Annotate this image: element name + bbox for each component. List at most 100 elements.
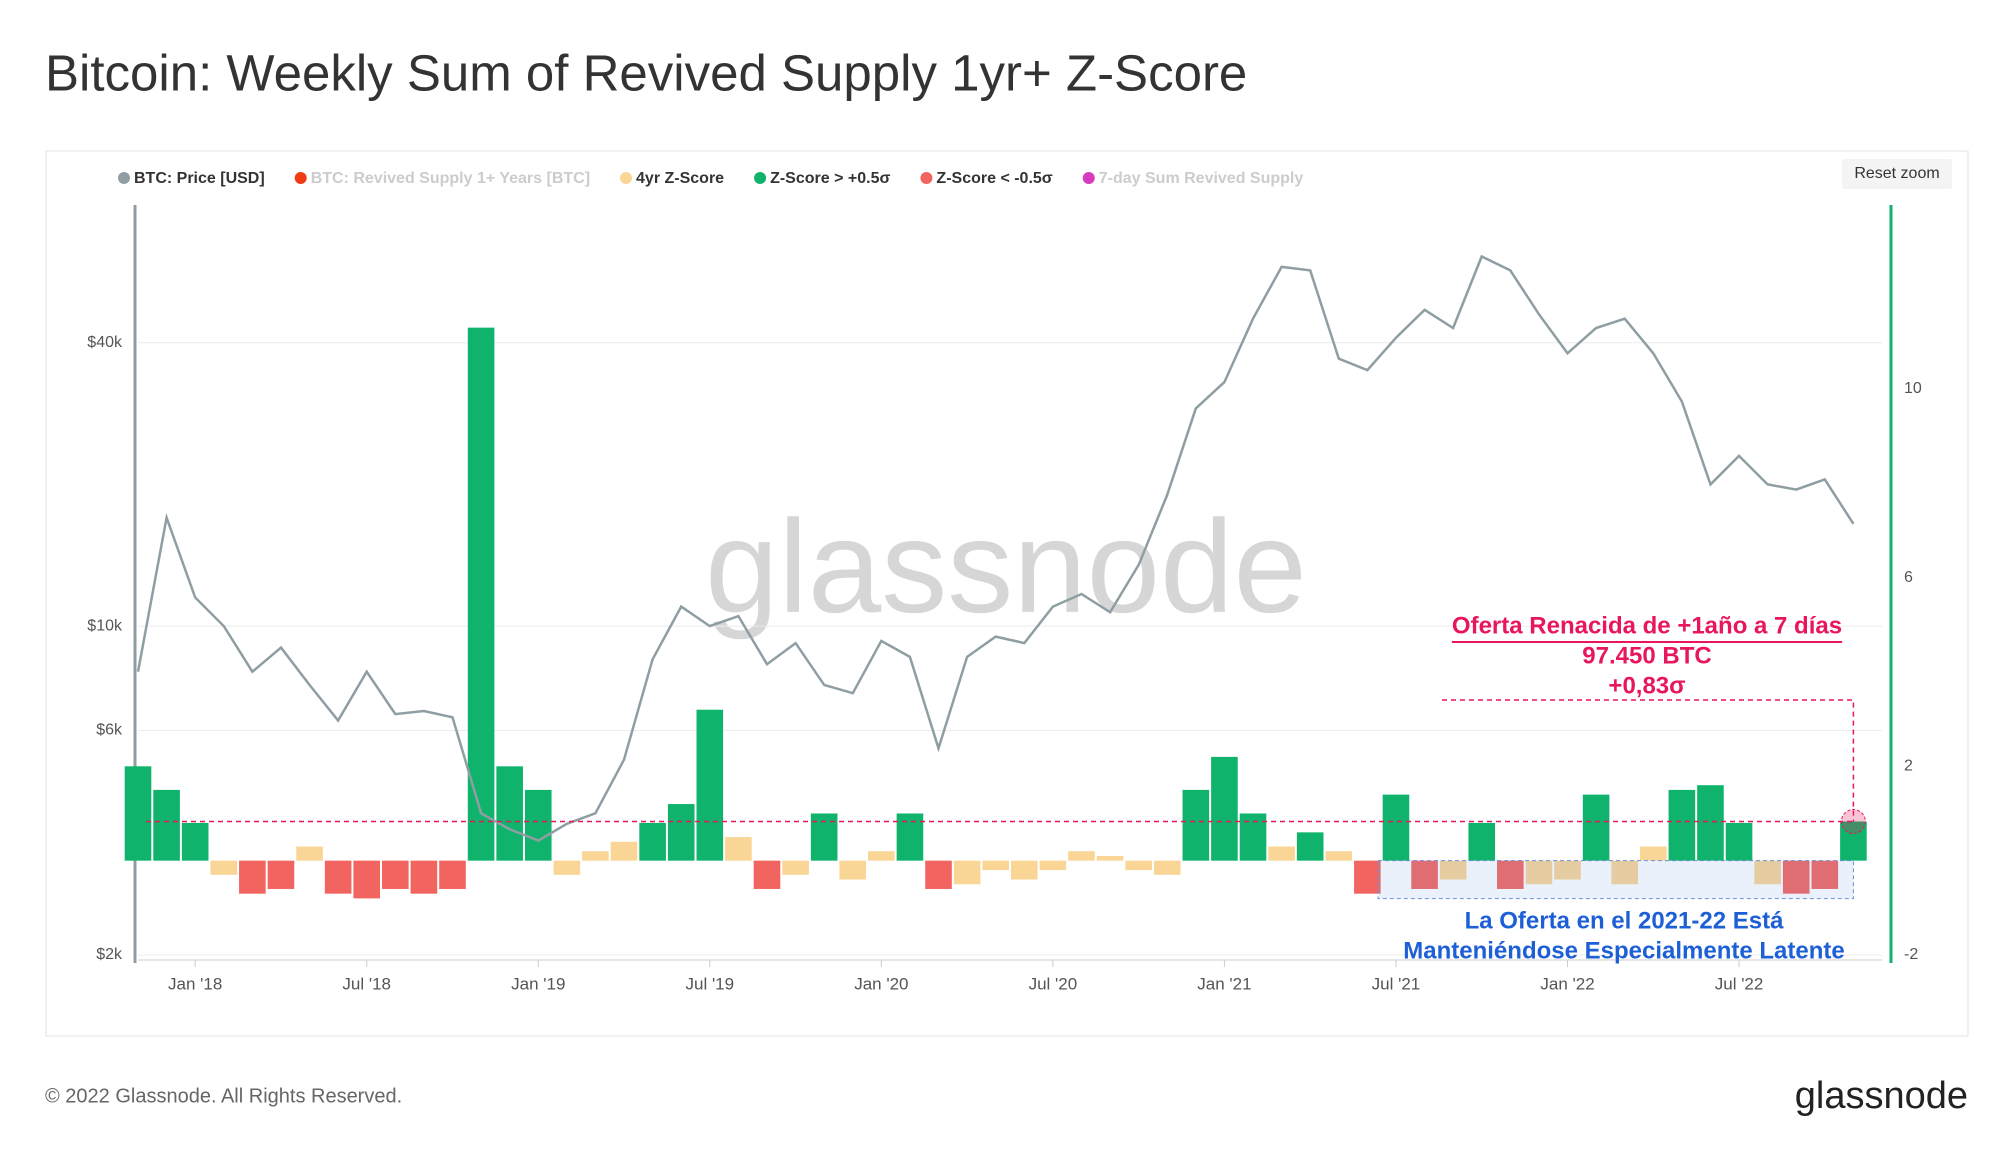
zscore-bar (1840, 821, 1867, 861)
zscore-bar (1782, 860, 1810, 894)
legend-item[interactable]: 7-day Sum Revived Supply (1082, 170, 1304, 187)
annotation-pink: Oferta Renacida de +1año a 7 días (1452, 612, 1842, 639)
legend-label: 4yr Z-Score (636, 170, 724, 187)
legend-dot (294, 172, 307, 184)
zscore-bar (896, 813, 924, 861)
zscore-bar (1354, 860, 1381, 894)
zscore-bar (1096, 855, 1124, 861)
zscore-bar (1325, 851, 1353, 861)
y-tick-label: $40k (87, 334, 123, 351)
zscore-bar (1811, 860, 1839, 889)
y2-tick-label: 6 (1904, 569, 1913, 586)
zscore-bar (1554, 860, 1581, 880)
x-tick-label: Jul '20 (1029, 974, 1078, 993)
annotation-pink: +0,83σ (1608, 672, 1685, 699)
zscore-bar (1411, 860, 1438, 889)
zscore-bar (1668, 789, 1696, 861)
y2-tick-label: 10 (1904, 380, 1922, 397)
zscore-bar (782, 860, 809, 875)
zscore-bar (1068, 851, 1095, 861)
zscore-bar (296, 846, 323, 861)
x-tick-label: Jul '18 (342, 974, 391, 993)
legend-dot (620, 172, 633, 184)
legend-dot (920, 172, 933, 184)
reset-zoom[interactable]: Reset zoom (1842, 159, 1952, 189)
x-tick-label: Jul '19 (685, 974, 734, 993)
annotation-pink: 97.450 BTC (1582, 642, 1711, 669)
zscore-bar (982, 860, 1009, 871)
zscore-bar (639, 822, 666, 861)
chart-title: Bitcoin: Weekly Sum of Revived Supply 1y… (45, 44, 1247, 101)
zscore-bar (181, 822, 209, 861)
chart-frame (45, 150, 1969, 1037)
legend-item[interactable]: Z-Score > +0.5σ (754, 170, 890, 187)
legend-label: 7-day Sum Revived Supply (1099, 170, 1304, 187)
y-tick-label: $2k (96, 946, 123, 963)
zscore-bar (1125, 860, 1152, 871)
zscore-bar (696, 709, 724, 861)
legend-item[interactable]: Z-Score < -0.5σ (920, 170, 1053, 187)
reset-zoom-label[interactable]: Reset zoom (1854, 165, 1939, 182)
zscore-bar (124, 766, 152, 861)
zscore-bar (582, 851, 609, 861)
legend-label: BTC: Price [USD] (134, 170, 265, 187)
legend-item[interactable]: BTC: Price [USD] (118, 170, 265, 187)
zscore-bar (410, 860, 438, 894)
x-tick-label: Jul '21 (1372, 974, 1421, 993)
zscore-bar (753, 860, 781, 889)
zscore-bar (439, 860, 466, 889)
zscore-bar (1754, 860, 1781, 885)
zscore-bar (267, 860, 295, 889)
zscore-bar (1497, 860, 1524, 889)
zscore-bar (1153, 860, 1181, 875)
legend-label: Z-Score > +0.5σ (770, 170, 890, 187)
zscore-bar (153, 789, 180, 861)
watermark: glassnode (705, 493, 1307, 640)
legend-item[interactable]: 4yr Z-Score (620, 170, 724, 187)
zscore-bar (210, 860, 238, 875)
zscore-bar (553, 860, 581, 875)
zscore-bar (810, 813, 838, 861)
zscore-bar (1725, 822, 1753, 861)
x-tick-label: Jan '18 (168, 974, 222, 993)
zscore-bar (1039, 860, 1067, 871)
footer: © 2022 Glassnode. All Rights Reserved. (45, 1085, 402, 1107)
zscore-bar (1382, 794, 1410, 861)
zscore-bar (524, 789, 552, 861)
zscore-bar (239, 860, 266, 894)
zscore-bar (1468, 822, 1496, 861)
legend-item[interactable]: BTC: Revived Supply 1+ Years [BTC] (294, 170, 590, 187)
logo: glassnode (1795, 1075, 1968, 1117)
x-tick-label: Jul '22 (1715, 974, 1764, 993)
legend-label: Z-Score < -0.5σ (936, 170, 1052, 187)
price-line (136, 254, 1855, 842)
zscore-bar (1239, 813, 1267, 861)
zscore-bar (353, 860, 381, 899)
annotation-blue: Manteniéndose Especialmente Latente (1403, 937, 1844, 964)
zscore-bar (725, 837, 752, 861)
zscore-bar (1296, 832, 1324, 861)
last-marker (1840, 809, 1866, 835)
zscore-bar (496, 766, 523, 861)
plot: $2k $6k $10k $40k -2 2 6 10 Jan '18 Jul '18 Jan '1… (87, 170, 1922, 993)
zscore-bar (667, 804, 695, 861)
legend-dot (1082, 172, 1095, 184)
zscore-bar (1639, 846, 1667, 861)
zscore-bar (868, 851, 895, 861)
x-tick-label: Jan '22 (1540, 974, 1594, 993)
reset-zoom-bg[interactable] (1842, 159, 1952, 189)
zscore-bar (1697, 785, 1724, 861)
legend-dot (118, 172, 130, 184)
x-tick-label: Jan '19 (511, 974, 565, 993)
zscore-bar (1011, 860, 1038, 880)
latent-box (1377, 860, 1854, 900)
y2-tick-label: 2 (1904, 758, 1913, 775)
zscore-bar (1439, 860, 1467, 880)
y-tick-label: $10k (87, 617, 123, 634)
y-tick-label: $6k (96, 722, 123, 739)
x-tick-label: Jan '21 (1197, 974, 1251, 993)
zscore-bar (382, 860, 409, 889)
zscore-bar (467, 327, 495, 861)
x-tick-label: Jan '20 (854, 974, 908, 993)
